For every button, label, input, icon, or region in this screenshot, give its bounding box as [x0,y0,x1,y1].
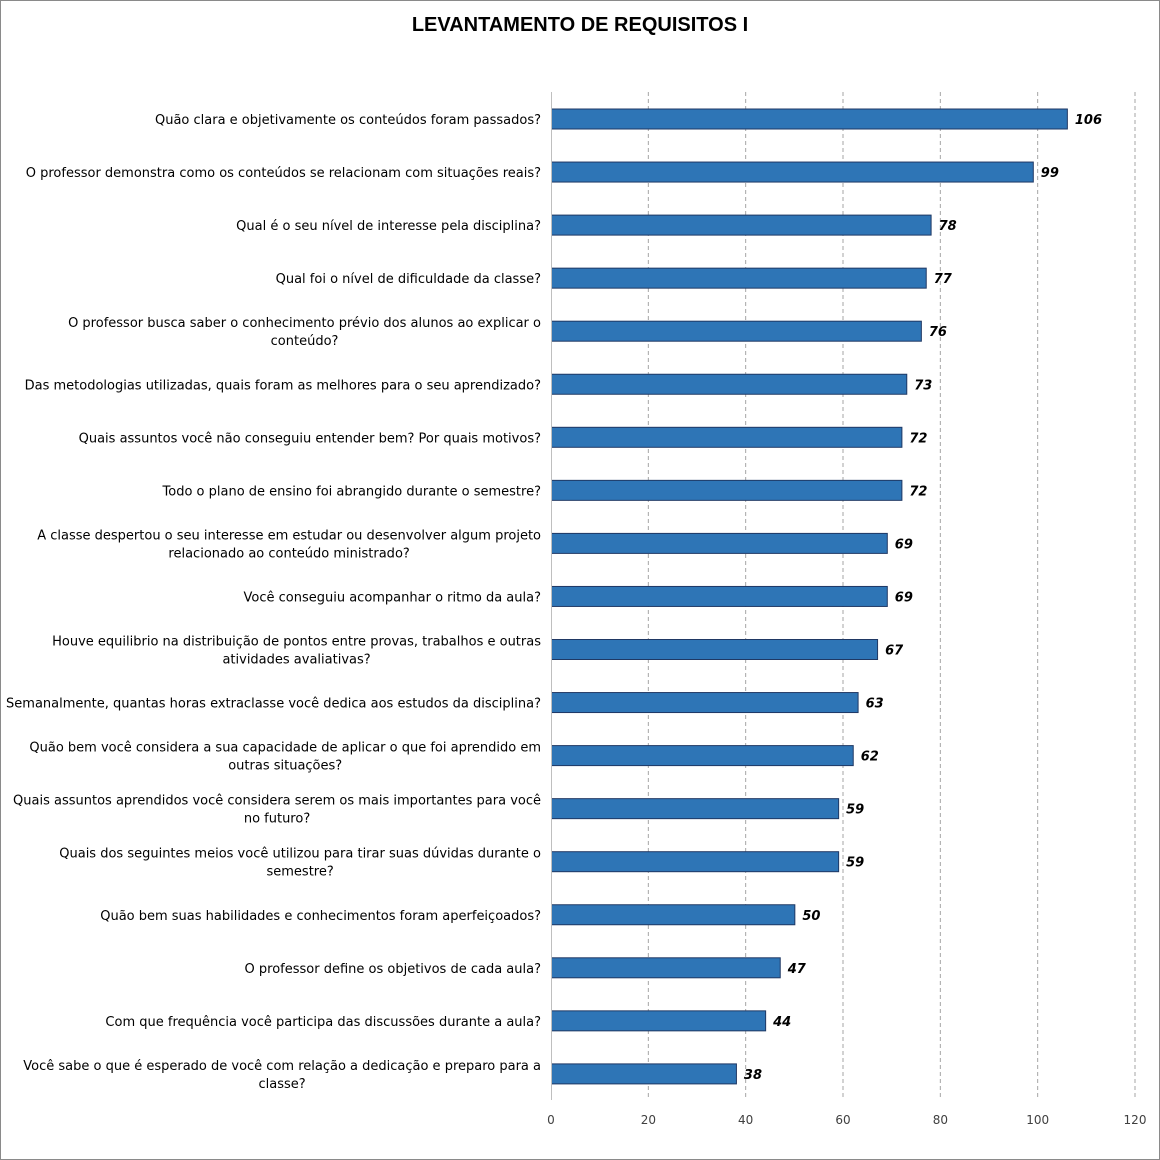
data-label: 69 [895,537,913,552]
x-tick-label: 120 [1124,1113,1147,1127]
category-label: Semanalmente, quantas horas extraclasse … [6,697,541,712]
category-label: Quais dos seguintes meios você utilizou … [59,847,541,862]
bar [551,161,1034,183]
data-label: 44 [772,1015,791,1030]
category-label: A classe despertou o seu interesse em es… [37,528,541,543]
bar [551,320,922,342]
x-tick-label: 100 [1026,1113,1049,1127]
category-label: Qual foi o nível de dificuldade da class… [276,272,541,287]
bar [551,532,888,554]
category-label: Quais assuntos você não conseguiu entend… [79,431,541,446]
bar [551,639,879,660]
data-label: 47 [787,962,807,977]
category-label: O professor define os objetivos de cada … [245,962,541,977]
category-label: Qual é o seu nível de interesse pela dis… [236,219,541,234]
bar [551,1063,737,1085]
data-label: 72 [909,484,927,499]
data-label: 62 [861,750,879,765]
data-label: 73 [914,378,932,393]
bar [551,108,1068,130]
category-label: Você conseguiu acompanhar o ritmo da aul… [244,590,542,605]
bar [551,1010,767,1032]
bar [551,267,927,289]
x-tick-label: 20 [641,1113,656,1127]
data-label: 78 [939,219,957,234]
category-label: semestre? [266,865,333,880]
category-label: O professor demonstra como os conteúdos … [26,166,541,181]
bar [551,798,840,820]
x-tick-label: 60 [835,1113,850,1127]
bar [551,904,796,926]
data-label: 106 [1075,113,1102,128]
category-label: Você sabe o que é esperado de você com r… [23,1059,541,1074]
data-label: 99 [1041,166,1059,181]
category-label: Das metodologias utilizadas, quais foram… [25,378,541,393]
data-label: 59 [846,856,864,871]
category-label: Quais assuntos aprendidos você considera… [13,794,541,809]
bar [551,745,854,767]
data-label: 72 [909,431,927,446]
bar [551,214,932,236]
category-label: Quão clara e objetivamente os conteúdos … [155,113,541,128]
chart-title: LEVANTAMENTO DE REQUISITOS I [411,14,749,36]
data-label: 59 [846,803,864,818]
x-tick-label: 80 [933,1113,948,1127]
bar [551,426,903,448]
category-label: Com que frequência você participa das di… [105,1015,541,1030]
category-label: Houve equilibrio na distribuição de pont… [52,635,541,650]
bar [551,851,840,873]
category-label: Quão bem você considera a sua capacidade… [29,741,541,756]
data-label: 69 [895,590,913,605]
x-tick-label: 0 [547,1113,555,1127]
category-label: Quão bem suas habilidades e conhecimento… [100,909,541,924]
data-label: 76 [929,325,947,340]
bar [551,479,903,501]
category-label: O professor busca saber o conhecimento p… [68,316,541,331]
category-label: atividades avaliativas? [222,653,370,668]
data-label: 77 [934,272,953,287]
category-label: outras situações? [228,759,342,774]
bar [551,373,908,395]
category-label: classe? [259,1077,306,1092]
bar [551,585,888,607]
bar [551,692,859,714]
category-label: no futuro? [244,812,310,827]
data-label: 50 [802,909,820,924]
category-label: conteúdo? [271,334,339,349]
x-tick-label: 40 [738,1113,753,1127]
data-label: 38 [744,1068,762,1083]
data-label: 67 [885,644,904,659]
bar [551,957,781,979]
data-label: 63 [866,697,884,712]
category-label: Todo o plano de ensino foi abrangido dur… [162,484,541,499]
category-label: relacionado ao conteúdo ministrado? [168,546,409,561]
